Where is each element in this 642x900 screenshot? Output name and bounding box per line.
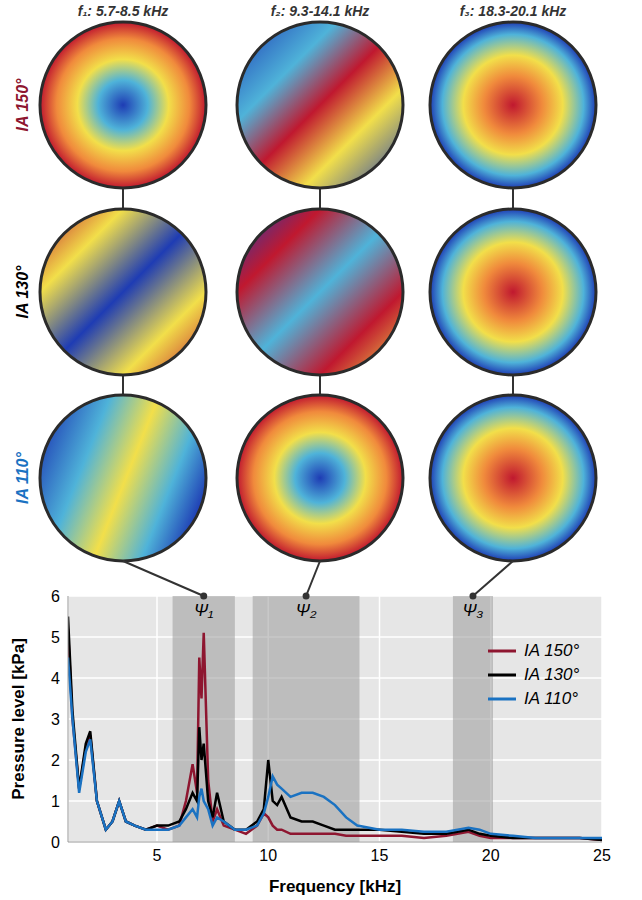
svg-text:20: 20 bbox=[482, 847, 500, 864]
html-text:IA 110°: IA 110° bbox=[524, 689, 579, 708]
svg-text:3: 3 bbox=[51, 711, 60, 728]
html-text:IA 150°: IA 150° bbox=[524, 641, 580, 660]
svg-text:2: 2 bbox=[51, 752, 60, 769]
svg-text:Ψ₂: Ψ₂ bbox=[296, 601, 317, 620]
svg-text:IA 130°: IA 130° bbox=[14, 265, 31, 319]
svg-text:IA 150°: IA 150° bbox=[14, 78, 31, 132]
svg-text:f₂: 9.3-14.1 kHz: f₂: 9.3-14.1 kHz bbox=[271, 3, 370, 19]
svg-text:10: 10 bbox=[259, 847, 277, 864]
svg-text:0: 0 bbox=[51, 834, 60, 851]
svg-text:25: 25 bbox=[593, 847, 611, 864]
svg-text:Frequency [kHz]: Frequency [kHz] bbox=[269, 877, 401, 896]
svg-text:Pressure level [kPa]: Pressure level [kPa] bbox=[9, 638, 28, 800]
svg-text:Ψ₃: Ψ₃ bbox=[463, 601, 484, 620]
svg-text:15: 15 bbox=[371, 847, 389, 864]
svg-text:1: 1 bbox=[51, 793, 60, 810]
svg-text:f₃: 18.3-20.1 kHz: f₃: 18.3-20.1 kHz bbox=[460, 3, 567, 19]
svg-text:5: 5 bbox=[153, 847, 162, 864]
svg-text:4: 4 bbox=[51, 670, 60, 687]
svg-text:Ψ₁: Ψ₁ bbox=[194, 601, 213, 620]
svg-text:5: 5 bbox=[51, 629, 60, 646]
svg-text:6: 6 bbox=[51, 588, 60, 605]
svg-text:f₁: 5.7-8.5 kHz: f₁: 5.7-8.5 kHz bbox=[78, 3, 169, 19]
html-text:IA 130°: IA 130° bbox=[524, 665, 580, 684]
svg-text:IA 110°: IA 110° bbox=[14, 452, 31, 504]
